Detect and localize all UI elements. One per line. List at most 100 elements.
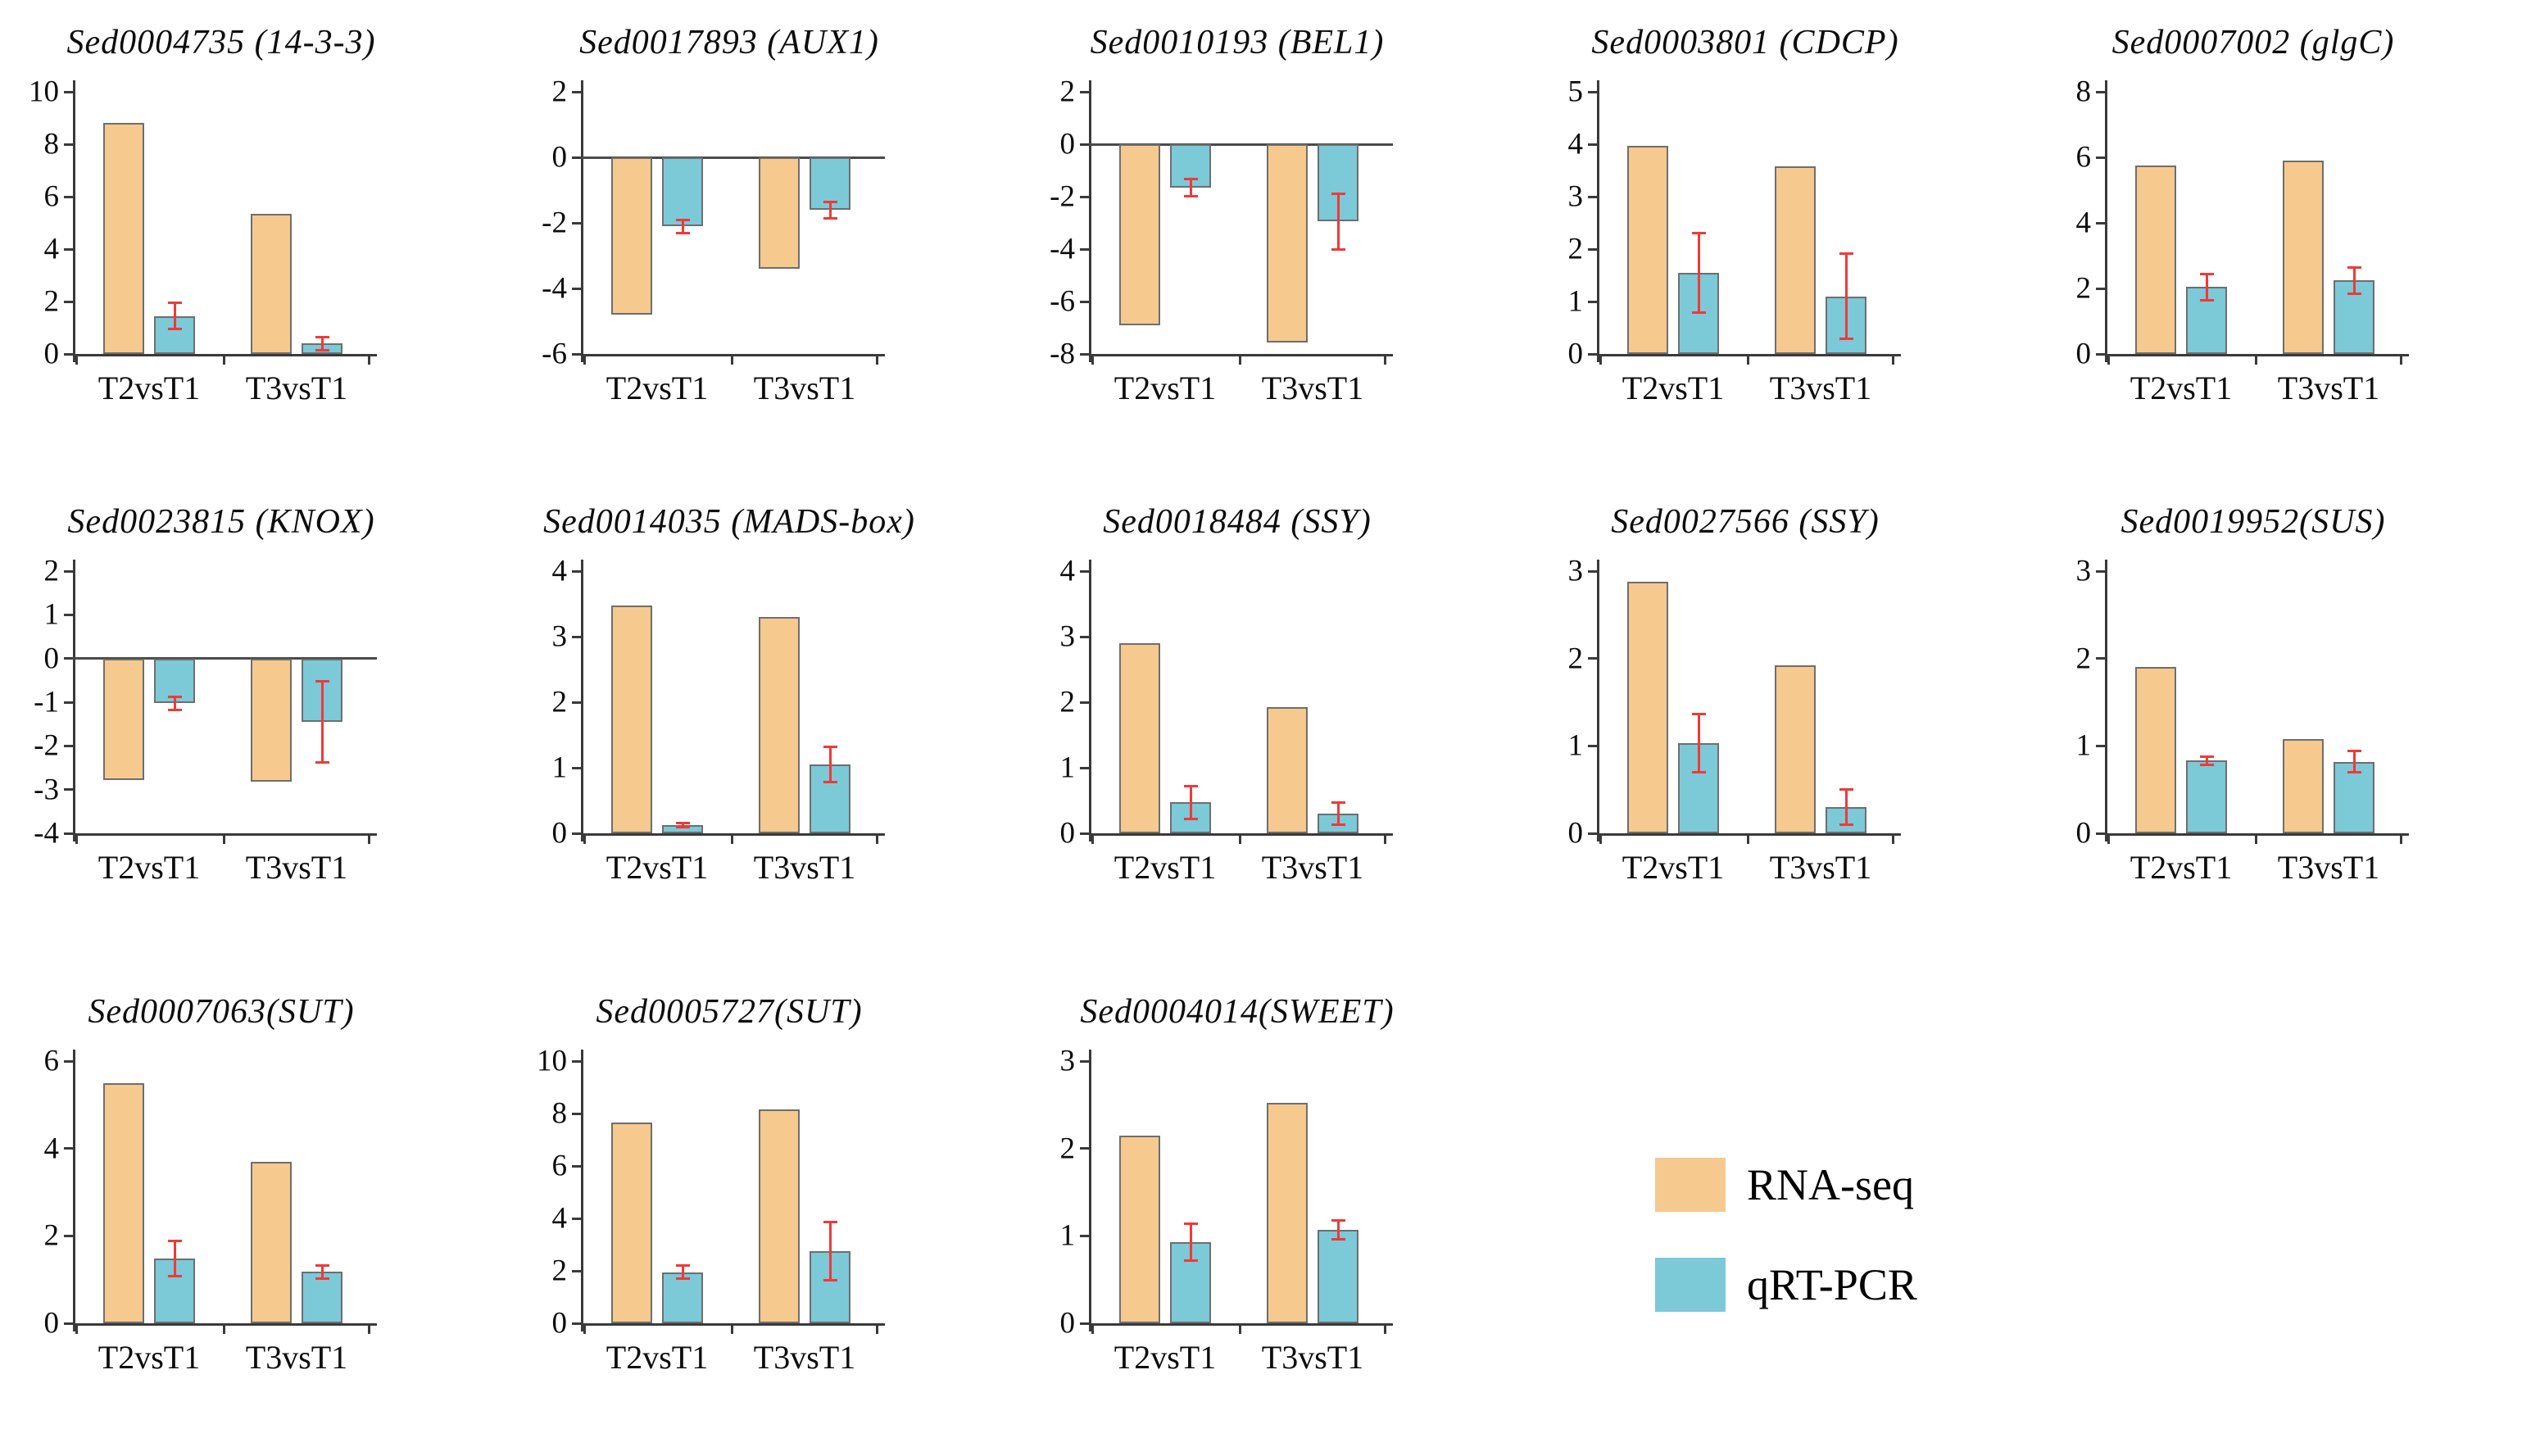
chart-title: Sed0007063(SUT) bbox=[88, 993, 355, 1031]
rna-seq-bar bbox=[611, 157, 652, 315]
y-tick-label: -8 bbox=[1050, 337, 1075, 371]
y-tick bbox=[1080, 701, 1089, 704]
y-tick-label: -6 bbox=[542, 337, 567, 371]
rna-seq-bar bbox=[251, 658, 292, 782]
qrt-pcr-bar bbox=[302, 1272, 342, 1323]
error-bar bbox=[1189, 179, 1192, 197]
x-tick bbox=[368, 1326, 370, 1334]
error-bar-cap bbox=[2199, 755, 2214, 758]
error-bar bbox=[1336, 193, 1340, 249]
y-tick bbox=[64, 613, 73, 616]
x-tick bbox=[1091, 836, 1094, 844]
error-bar bbox=[681, 220, 684, 233]
x-axis-line bbox=[581, 1323, 885, 1326]
qrt-pcr-bar bbox=[1678, 743, 1719, 833]
y-tick bbox=[64, 195, 73, 198]
rna-seq-bar bbox=[1775, 665, 1816, 833]
chart-title: Sed0017893 (AUX1) bbox=[579, 24, 879, 61]
y-tick-label: 1 bbox=[2075, 728, 2092, 763]
y-tick bbox=[64, 143, 73, 146]
y-tick-label: 1 bbox=[1059, 751, 1076, 785]
y-tick-label: 1 bbox=[1059, 1218, 1076, 1253]
x-category-label: T2vsT1 bbox=[606, 370, 709, 406]
y-tick-label: 0 bbox=[43, 642, 60, 676]
rna-seq-bar bbox=[1119, 643, 1160, 833]
x-category-label: T2vsT1 bbox=[606, 1339, 709, 1376]
gene-chart-panel: Sed0004735 (14-3-3) 0 2 4 6 8 10 T2vsT1 T3vsT1 bbox=[0, 0, 508, 479]
error-bar bbox=[1189, 1223, 1192, 1261]
error-bar bbox=[2205, 274, 2208, 300]
y-tick-label: 2 bbox=[43, 554, 60, 588]
rna-seq-bar bbox=[251, 1161, 292, 1323]
x-category-label: T3vsT1 bbox=[1261, 1339, 1364, 1376]
error-bar-cap bbox=[1331, 1238, 1345, 1241]
y-tick bbox=[1080, 143, 1089, 146]
y-tick bbox=[1080, 247, 1089, 251]
error-bar-cap bbox=[1691, 713, 1706, 716]
y-tick bbox=[572, 221, 581, 225]
y-tick-label: -1 bbox=[34, 685, 59, 719]
y-tick-label: 0 bbox=[1059, 1306, 1076, 1340]
x-axis-line bbox=[581, 354, 885, 356]
chart-title: Sed0010193 (BEL1) bbox=[1090, 24, 1385, 61]
y-tick bbox=[572, 701, 581, 704]
x-axis-line bbox=[581, 833, 885, 836]
y-axis-line bbox=[581, 560, 583, 841]
x-tick bbox=[876, 836, 878, 844]
rna-seq-bar bbox=[1267, 144, 1308, 342]
bar-plot: 0 2 4 6 8 10 T2vsT1 T3vsT1 bbox=[29, 77, 377, 406]
error-bar bbox=[320, 681, 324, 763]
x-axis-line bbox=[2105, 354, 2409, 356]
y-tick bbox=[1080, 832, 1089, 835]
rna-seq-bar bbox=[251, 213, 292, 354]
y-tick-label: 2 bbox=[551, 1254, 568, 1288]
gene-chart-panel: Sed0018484 (SSY) 0 1 2 3 4 T2vsT1 T3vsT1 bbox=[1016, 479, 1524, 969]
error-bar-cap bbox=[2199, 298, 2214, 302]
y-tick-label: 2 bbox=[1567, 232, 1584, 266]
rna-seq-bar bbox=[2135, 166, 2176, 354]
x-axis-line bbox=[73, 833, 377, 836]
y-tick bbox=[572, 832, 581, 835]
y-tick bbox=[64, 352, 73, 356]
error-bar-cap bbox=[2199, 272, 2214, 275]
rna-seq-bar bbox=[611, 1123, 652, 1323]
y-tick bbox=[572, 1112, 581, 1115]
y-tick-label: -2 bbox=[34, 728, 59, 763]
rna-seq-bar bbox=[103, 1082, 144, 1323]
error-bar-cap bbox=[1331, 193, 1345, 196]
y-tick bbox=[64, 300, 73, 303]
error-bar bbox=[320, 337, 324, 351]
x-category-label: T2vsT1 bbox=[1114, 370, 1217, 406]
rna-seq-bar bbox=[103, 658, 144, 780]
error-bar-cap bbox=[675, 825, 690, 828]
y-tick bbox=[64, 788, 73, 792]
x-axis-line bbox=[1597, 354, 1901, 356]
error-bar-cap bbox=[1331, 1218, 1345, 1222]
error-bar bbox=[1336, 802, 1340, 825]
x-axis-line bbox=[2105, 833, 2409, 836]
x-tick bbox=[731, 1326, 733, 1334]
bar-plot: 0 1 2 3 4 T2vsT1 T3vsT1 bbox=[552, 556, 885, 886]
x-category-label: T3vsT1 bbox=[245, 1339, 348, 1376]
x-tick bbox=[731, 836, 733, 844]
bar-plot: 0 1 2 3 T2vsT1 T3vsT1 bbox=[1060, 1046, 1393, 1376]
error-bar bbox=[2352, 267, 2356, 293]
error-bar-cap bbox=[167, 328, 182, 331]
y-tick bbox=[572, 352, 581, 356]
y-tick-label: 1 bbox=[43, 597, 60, 632]
qrt-pcr-bar bbox=[662, 157, 703, 226]
y-tick bbox=[572, 1269, 581, 1272]
x-tick bbox=[2255, 356, 2257, 365]
error-bar bbox=[2352, 751, 2356, 773]
y-tick bbox=[572, 569, 581, 573]
error-bar-cap bbox=[1183, 1222, 1198, 1225]
y-tick-label: 4 bbox=[1059, 554, 1076, 588]
gene-chart-panel: Sed0023815 (KNOX) 2 1 0 -1 -2 -3 -4 T2vsT1 T3vsT1 bbox=[0, 479, 508, 969]
y-tick-label: -2 bbox=[1050, 179, 1075, 214]
x-category-label: T3vsT1 bbox=[245, 370, 348, 406]
error-bar-cap bbox=[315, 680, 329, 683]
y-axis-line bbox=[1597, 560, 1599, 841]
y-tick-label: 8 bbox=[2075, 75, 2092, 109]
y-tick-label: 2 bbox=[43, 284, 60, 319]
